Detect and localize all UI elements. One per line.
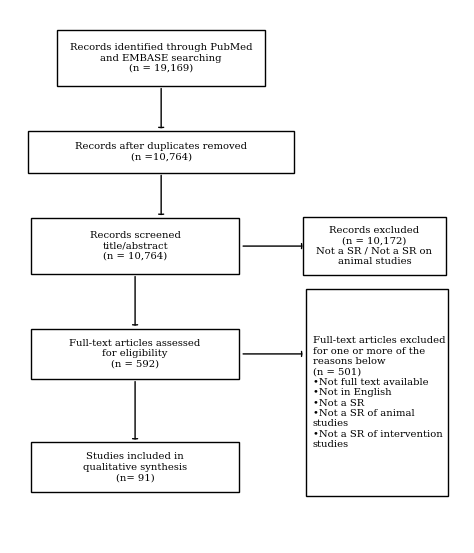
Text: Full-text articles excluded
for one or more of the
reasons below
(n = 501)
•Not : Full-text articles excluded for one or m…	[313, 336, 446, 449]
Text: Studies included in
qualitative synthesis
(n= 91): Studies included in qualitative synthesi…	[83, 452, 187, 482]
FancyBboxPatch shape	[31, 329, 239, 379]
Text: Records excluded
(n = 10,172)
Not a SR / Not a SR on
animal studies: Records excluded (n = 10,172) Not a SR /…	[317, 226, 432, 266]
FancyBboxPatch shape	[57, 30, 265, 86]
FancyBboxPatch shape	[306, 289, 448, 497]
FancyBboxPatch shape	[31, 218, 239, 274]
FancyBboxPatch shape	[31, 442, 239, 492]
Text: Records after duplicates removed
(n =10,764): Records after duplicates removed (n =10,…	[75, 142, 247, 162]
Text: Full-text articles assessed
for eligibility
(n = 592): Full-text articles assessed for eligibil…	[70, 339, 201, 369]
Text: Records screened
title/abstract
(n = 10,764): Records screened title/abstract (n = 10,…	[90, 231, 181, 261]
FancyBboxPatch shape	[28, 132, 294, 173]
Text: Records identified through PubMed
and EMBASE searching
(n = 19,169): Records identified through PubMed and EM…	[70, 43, 253, 73]
FancyBboxPatch shape	[303, 217, 446, 275]
